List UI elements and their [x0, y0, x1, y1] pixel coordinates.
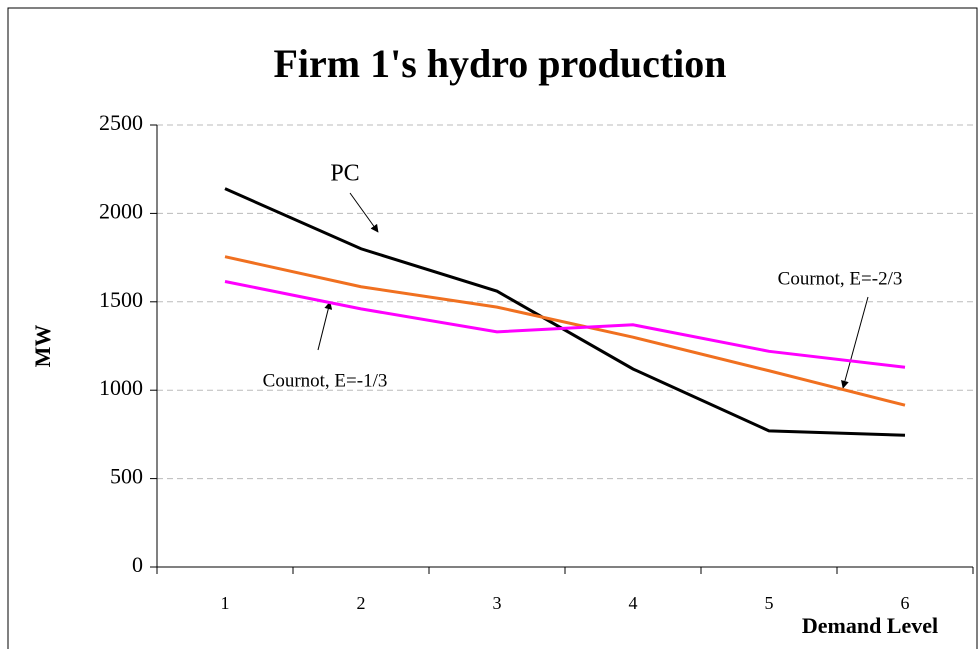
x-tick-label: 3: [493, 593, 502, 613]
x-axis-label: Demand Level: [802, 613, 938, 638]
x-tick-label: 4: [629, 593, 638, 613]
series-line: [224, 187, 906, 437]
annotation-arrow: [349, 192, 379, 233]
x-tick-label: 5: [765, 593, 774, 613]
series-annotation: Cournot, E=-1/3: [263, 370, 388, 391]
y-tick-label: 2000: [99, 198, 143, 223]
y-tick-label: 2500: [99, 110, 143, 135]
series-line: [224, 279, 906, 369]
annotation-arrow: [841, 296, 869, 389]
chart-frame: [7, 7, 978, 649]
series-annotation: PC: [330, 161, 359, 187]
y-tick-label: 1500: [99, 287, 143, 312]
series-annotation: Cournot, E=-2/3: [778, 268, 903, 289]
series-line: [224, 255, 906, 407]
x-tick-label: 2: [357, 593, 366, 613]
chart-title: Firm 1's hydro production: [273, 41, 726, 86]
annotation-arrow: [317, 301, 333, 351]
x-tick-label: 1: [221, 593, 230, 613]
y-axis-label: MW: [30, 325, 55, 368]
y-tick-label: 1000: [99, 375, 143, 400]
x-tick-label: 6: [901, 593, 910, 613]
y-tick-label: 500: [110, 464, 143, 489]
y-tick-label: 0: [132, 552, 143, 577]
